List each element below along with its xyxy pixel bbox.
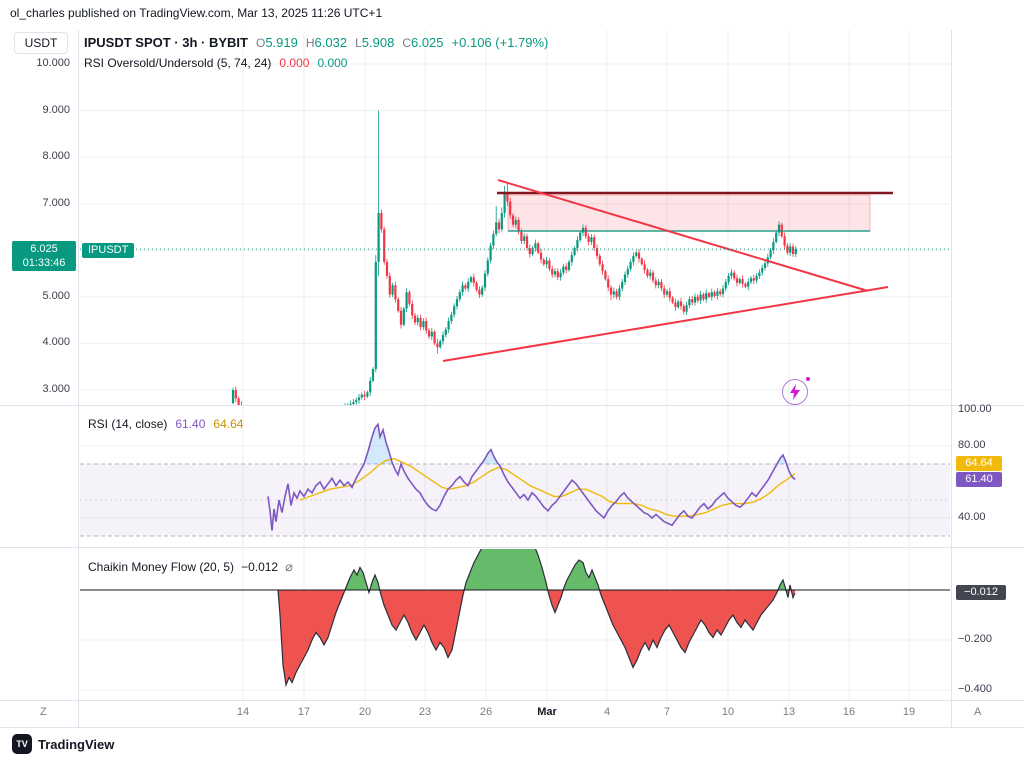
currency-toggle-button[interactable]: USDT	[14, 32, 68, 54]
flash-dot-icon	[806, 377, 810, 381]
high-value: H6.032	[305, 35, 348, 50]
lightning-bolt-icon	[790, 384, 800, 400]
rsi-badge: 61.40	[956, 472, 1002, 487]
tradingview-logo-text: TradingView	[38, 736, 115, 752]
indicator-value-2: 0.000	[317, 56, 348, 70]
rsi-value: 61.40	[175, 417, 206, 431]
rsi-name: RSI (14, close)	[88, 417, 168, 431]
cmf-badge: −0.012	[956, 585, 1006, 600]
flash-reaction-icon[interactable]	[782, 379, 808, 405]
current-price-badge: 6.025 01:33:46	[12, 241, 76, 271]
attribution-text: ol_charles published on TradingView.com,…	[10, 6, 383, 20]
current-price-value: 6.025	[30, 243, 58, 255]
indicator-legend-rsi-oversold[interactable]: RSI Oversold/Undersold (5, 74, 24) 0.000…	[84, 56, 347, 70]
tradingview-logo-icon: TV	[12, 734, 32, 754]
timezone-button[interactable]: Z	[40, 706, 47, 718]
low-value: L5.908	[355, 35, 395, 50]
cmf-value: −0.012	[241, 560, 279, 574]
open-value: O5.919	[255, 35, 298, 50]
symbol-price-tag: IPUSDT	[82, 243, 135, 258]
rsi-ma-badge: 64.64	[956, 456, 1002, 471]
rsi-ma-value: 64.64	[213, 417, 244, 431]
cmf-zero-symbol: ⌀	[285, 559, 293, 574]
change-value: +0.106 (+1.79%)	[451, 35, 549, 50]
bar-countdown: 01:33:46	[22, 257, 66, 269]
indicator-legend-cmf[interactable]: Chaikin Money Flow (20, 5) −0.012 ⌀	[88, 559, 293, 575]
indicator-legend-rsi[interactable]: RSI (14, close) 61.40 64.64	[88, 417, 243, 431]
tradingview-logo[interactable]: TV TradingView	[12, 734, 114, 754]
indicator-value-1: 0.000	[279, 56, 310, 70]
symbol-legend[interactable]: IPUSDT SPOT · 3h · BYBIT O5.919 H6.032 L…	[84, 35, 548, 50]
symbol-title[interactable]: IPUSDT SPOT · 3h · BYBIT	[84, 35, 248, 50]
cmf-name: Chaikin Money Flow (20, 5)	[88, 560, 235, 574]
close-value: C6.025	[402, 35, 444, 50]
axis-settings-button[interactable]: A	[974, 706, 982, 718]
indicator-name: RSI Oversold/Undersold (5, 74, 24)	[84, 56, 272, 70]
